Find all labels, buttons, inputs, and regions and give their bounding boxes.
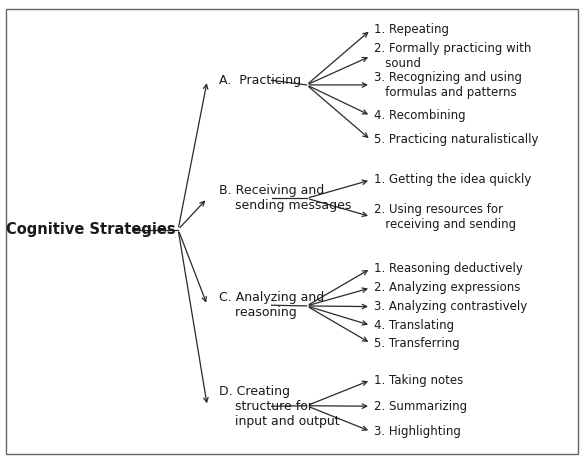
Text: 2. Using resources for
   receiving and sending: 2. Using resources for receiving and sen…	[374, 202, 516, 231]
Text: 2. Analyzing expressions: 2. Analyzing expressions	[374, 281, 520, 294]
Text: 3. Analyzing contrastively: 3. Analyzing contrastively	[374, 300, 527, 313]
Text: 3. Highlighting: 3. Highlighting	[374, 425, 461, 438]
Text: 1. Repeating: 1. Repeating	[374, 23, 449, 36]
Text: 1. Reasoning deductively: 1. Reasoning deductively	[374, 262, 523, 275]
Text: 4. Recombining: 4. Recombining	[374, 109, 465, 122]
Text: 1. Getting the idea quickly: 1. Getting the idea quickly	[374, 174, 531, 186]
Text: 3. Recognizing and using
   formulas and patterns: 3. Recognizing and using formulas and pa…	[374, 71, 522, 99]
Text: 2. Summarizing: 2. Summarizing	[374, 400, 467, 413]
Text: 5. Practicing naturalistically: 5. Practicing naturalistically	[374, 134, 538, 146]
Text: 2. Formally practicing with
   sound: 2. Formally practicing with sound	[374, 42, 531, 70]
Text: 5. Transferring: 5. Transferring	[374, 337, 460, 350]
Text: A.  Practicing: A. Practicing	[219, 74, 301, 87]
Text: B. Receiving and
    sending messages: B. Receiving and sending messages	[219, 184, 352, 213]
Text: C. Analyzing and
    reasoning: C. Analyzing and reasoning	[219, 291, 324, 319]
Text: 4. Translating: 4. Translating	[374, 319, 454, 332]
Text: Cognitive Strategies: Cognitive Strategies	[6, 222, 175, 237]
Text: D. Creating
    structure for
    input and output: D. Creating structure for input and outp…	[219, 385, 340, 428]
Text: 1. Taking notes: 1. Taking notes	[374, 374, 463, 386]
